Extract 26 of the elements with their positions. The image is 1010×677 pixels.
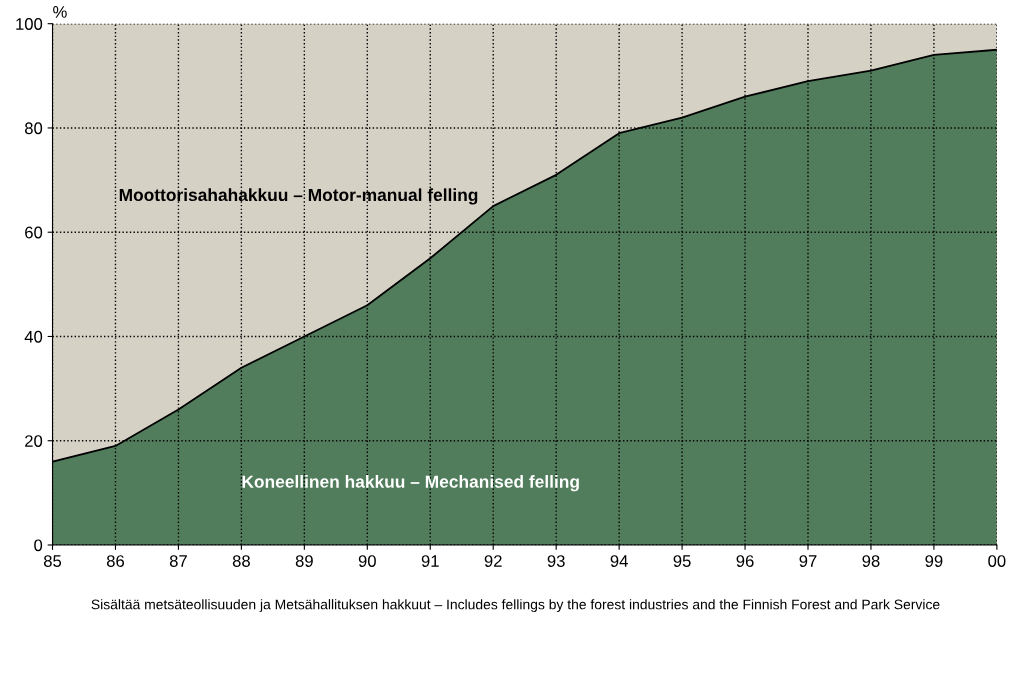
x-tick-label: 87	[169, 555, 187, 567]
x-tick-label: 85	[43, 555, 62, 567]
x-tick-label: 96	[736, 555, 754, 567]
x-tick-label: 90	[358, 555, 376, 567]
x-tick-label: 88	[232, 555, 250, 567]
x-tick-label: 91	[421, 555, 439, 567]
series-label: Koneellinen hakkuu – Mechanised felling	[242, 475, 579, 492]
text: Sisältää metsäteollisuuden ja Metsähallituksen hakkuut – Includes fellings by the forest industries and the Finnish Forest and Park Service	[91, 599, 940, 613]
x-tick-label: 93	[547, 555, 565, 567]
x-tick-label: 86	[106, 555, 125, 567]
y-tick-label: 100	[16, 18, 43, 30]
series-label: Moottorisahahakkuu – Motor-manual felling	[119, 188, 478, 205]
y-axis-title: %	[53, 6, 67, 18]
x-tick-label: 92	[484, 555, 502, 567]
x-tick-label: 97	[799, 555, 817, 567]
x-tick-label: 95	[673, 555, 691, 567]
y-tick-label: 0	[34, 539, 43, 552]
x-tick-label: 98	[862, 555, 880, 567]
x-tick-label: 94	[610, 555, 628, 567]
x-tick-label: 99	[925, 555, 943, 567]
y-tick-label: 60	[25, 226, 43, 239]
x-tick-label: 00	[988, 555, 1006, 567]
x-tick-label: 89	[295, 555, 313, 567]
y-tick-label: 40	[24, 330, 43, 343]
y-tick-label: 20	[25, 435, 43, 447]
y-tick-label: 80	[24, 122, 43, 135]
